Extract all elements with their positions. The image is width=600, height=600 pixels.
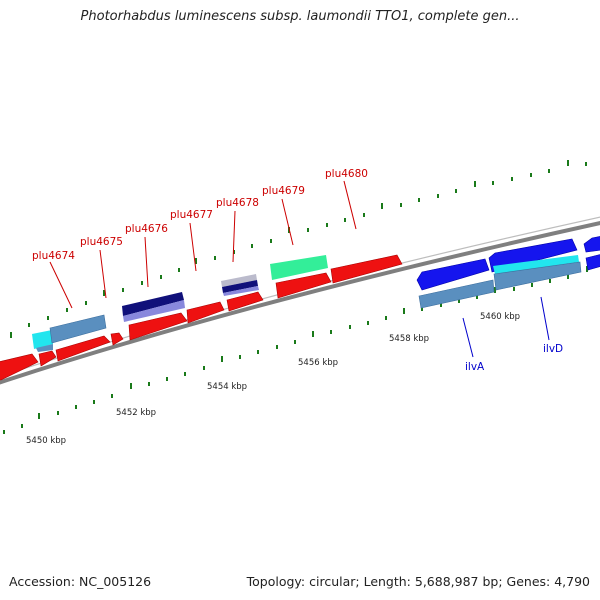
accession-label: Accession: NC_005126	[9, 574, 152, 589]
feature-block[interactable]	[49, 314, 107, 344]
feature-block[interactable]	[418, 279, 495, 309]
gene-arrow[interactable]	[585, 254, 600, 271]
scale-label-5452: 5452 kbp	[116, 408, 156, 418]
gene-label-ilvD[interactable]: ilvD	[543, 343, 563, 355]
gene-label-ilvA[interactable]: ilvA	[465, 361, 485, 373]
gene-label-plu4675[interactable]: plu4675	[80, 236, 123, 248]
gene-label-plu4679[interactable]: plu4679	[262, 185, 305, 197]
feature-block[interactable]	[123, 300, 185, 322]
feature-block[interactable]	[221, 274, 257, 287]
scale-label-5450: 5450 kbp	[26, 436, 66, 446]
blue-gene-labels: ilvA ilvD	[465, 343, 563, 373]
gene-arrow[interactable]	[583, 236, 600, 253]
outer-tick-row	[10, 160, 587, 338]
feature-block[interactable]	[223, 286, 259, 296]
red-gene-labels: plu4674 plu4675 plu4676 plu4677 plu4678 …	[32, 168, 368, 262]
forward-red-genes	[0, 254, 403, 381]
feature-block[interactable]	[122, 292, 184, 316]
gene-arrow[interactable]	[38, 350, 57, 367]
gene-arrow[interactable]	[226, 291, 264, 312]
feature-block[interactable]	[493, 261, 582, 291]
gene-arrow[interactable]	[128, 312, 188, 341]
feature-block[interactable]	[270, 255, 328, 280]
scale-label-5458: 5458 kbp	[389, 334, 429, 344]
gene-label-plu4678[interactable]: plu4678	[216, 197, 259, 209]
scale-label-5454: 5454 kbp	[207, 382, 247, 392]
feature-blocks-left	[32, 255, 328, 352]
gene-arrow[interactable]	[55, 335, 111, 362]
genome-summary: Topology: circular; Length: 5,688,987 bp…	[246, 574, 590, 589]
gene-label-plu4676[interactable]: plu4676	[125, 223, 168, 235]
gene-arrow[interactable]	[416, 258, 490, 291]
scale-label-5456: 5456 kbp	[298, 358, 338, 368]
blue-label-leaders	[462, 296, 550, 358]
gene-label-plu4680[interactable]: plu4680	[325, 168, 368, 180]
gene-arrow[interactable]	[0, 353, 39, 381]
inner-tick-row	[3, 266, 588, 434]
gene-arrow[interactable]	[110, 332, 124, 346]
reverse-blue-genes	[416, 236, 600, 309]
feature-block[interactable]	[493, 255, 579, 274]
gene-label-plu4674[interactable]: plu4674	[32, 250, 75, 262]
red-label-leaders	[49, 180, 357, 309]
map-title: Photorhabdus luminescens subsp. laumondi…	[80, 9, 520, 24]
gene-arrow[interactable]	[275, 272, 332, 299]
feature-block[interactable]	[222, 280, 258, 293]
scale-labels: 5450 kbp 5452 kbp 5454 kbp 5456 kbp 5458…	[26, 312, 520, 446]
scale-label-5460: 5460 kbp	[480, 312, 520, 322]
gene-label-plu4677[interactable]: plu4677	[170, 209, 213, 221]
feature-block[interactable]	[32, 330, 53, 349]
feature-block[interactable]	[36, 344, 53, 352]
gene-arrow[interactable]	[330, 254, 403, 284]
gene-arrow[interactable]	[186, 301, 225, 324]
